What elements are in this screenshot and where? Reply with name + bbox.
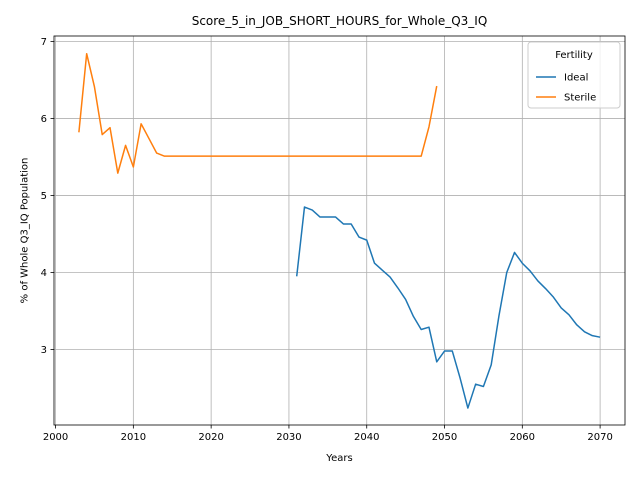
series-lines — [78, 52, 601, 409]
x-axis-ticks: 2000 2010 2020 2030 2040 2050 2060 2070 — [43, 425, 613, 443]
y-tick-label: 4 — [41, 268, 47, 279]
x-tick-label: 2000 — [43, 432, 68, 443]
x-tick-label: 2020 — [198, 432, 223, 443]
x-tick-label: 2030 — [276, 432, 301, 443]
x-tick-label: 2050 — [432, 432, 457, 443]
y-tick-label: 3 — [41, 345, 47, 356]
x-tick-label: 2070 — [587, 432, 612, 443]
legend-label-sterile: Sterile — [564, 93, 596, 104]
legend: Fertility Ideal Sterile — [527, 41, 621, 109]
legend-title: Fertility — [555, 50, 593, 61]
y-tick-label: 6 — [41, 114, 47, 125]
series-line-ideal — [295, 206, 601, 409]
x-tick-label: 2060 — [510, 432, 535, 443]
y-axis-title: % of Whole Q3_IQ Population — [20, 158, 31, 304]
legend-box — [527, 41, 621, 109]
y-tick-label: 5 — [41, 191, 47, 202]
y-tick-label: 7 — [41, 37, 47, 48]
x-tick-label: 2040 — [354, 432, 379, 443]
series-line-sterile — [78, 52, 438, 174]
legend-items: Ideal Sterile — [536, 73, 596, 104]
y-axis-ticks: 3 4 5 6 7 — [41, 37, 54, 356]
plot-frame — [53, 35, 626, 426]
grid — [54, 36, 625, 425]
x-axis-title: Years — [325, 453, 352, 464]
x-tick-label: 2010 — [121, 432, 146, 443]
legend-label-ideal: Ideal — [564, 73, 588, 84]
chart-title: Score_5_in_JOB_SHORT_HOURS_for_Whole_Q3_… — [192, 14, 488, 28]
